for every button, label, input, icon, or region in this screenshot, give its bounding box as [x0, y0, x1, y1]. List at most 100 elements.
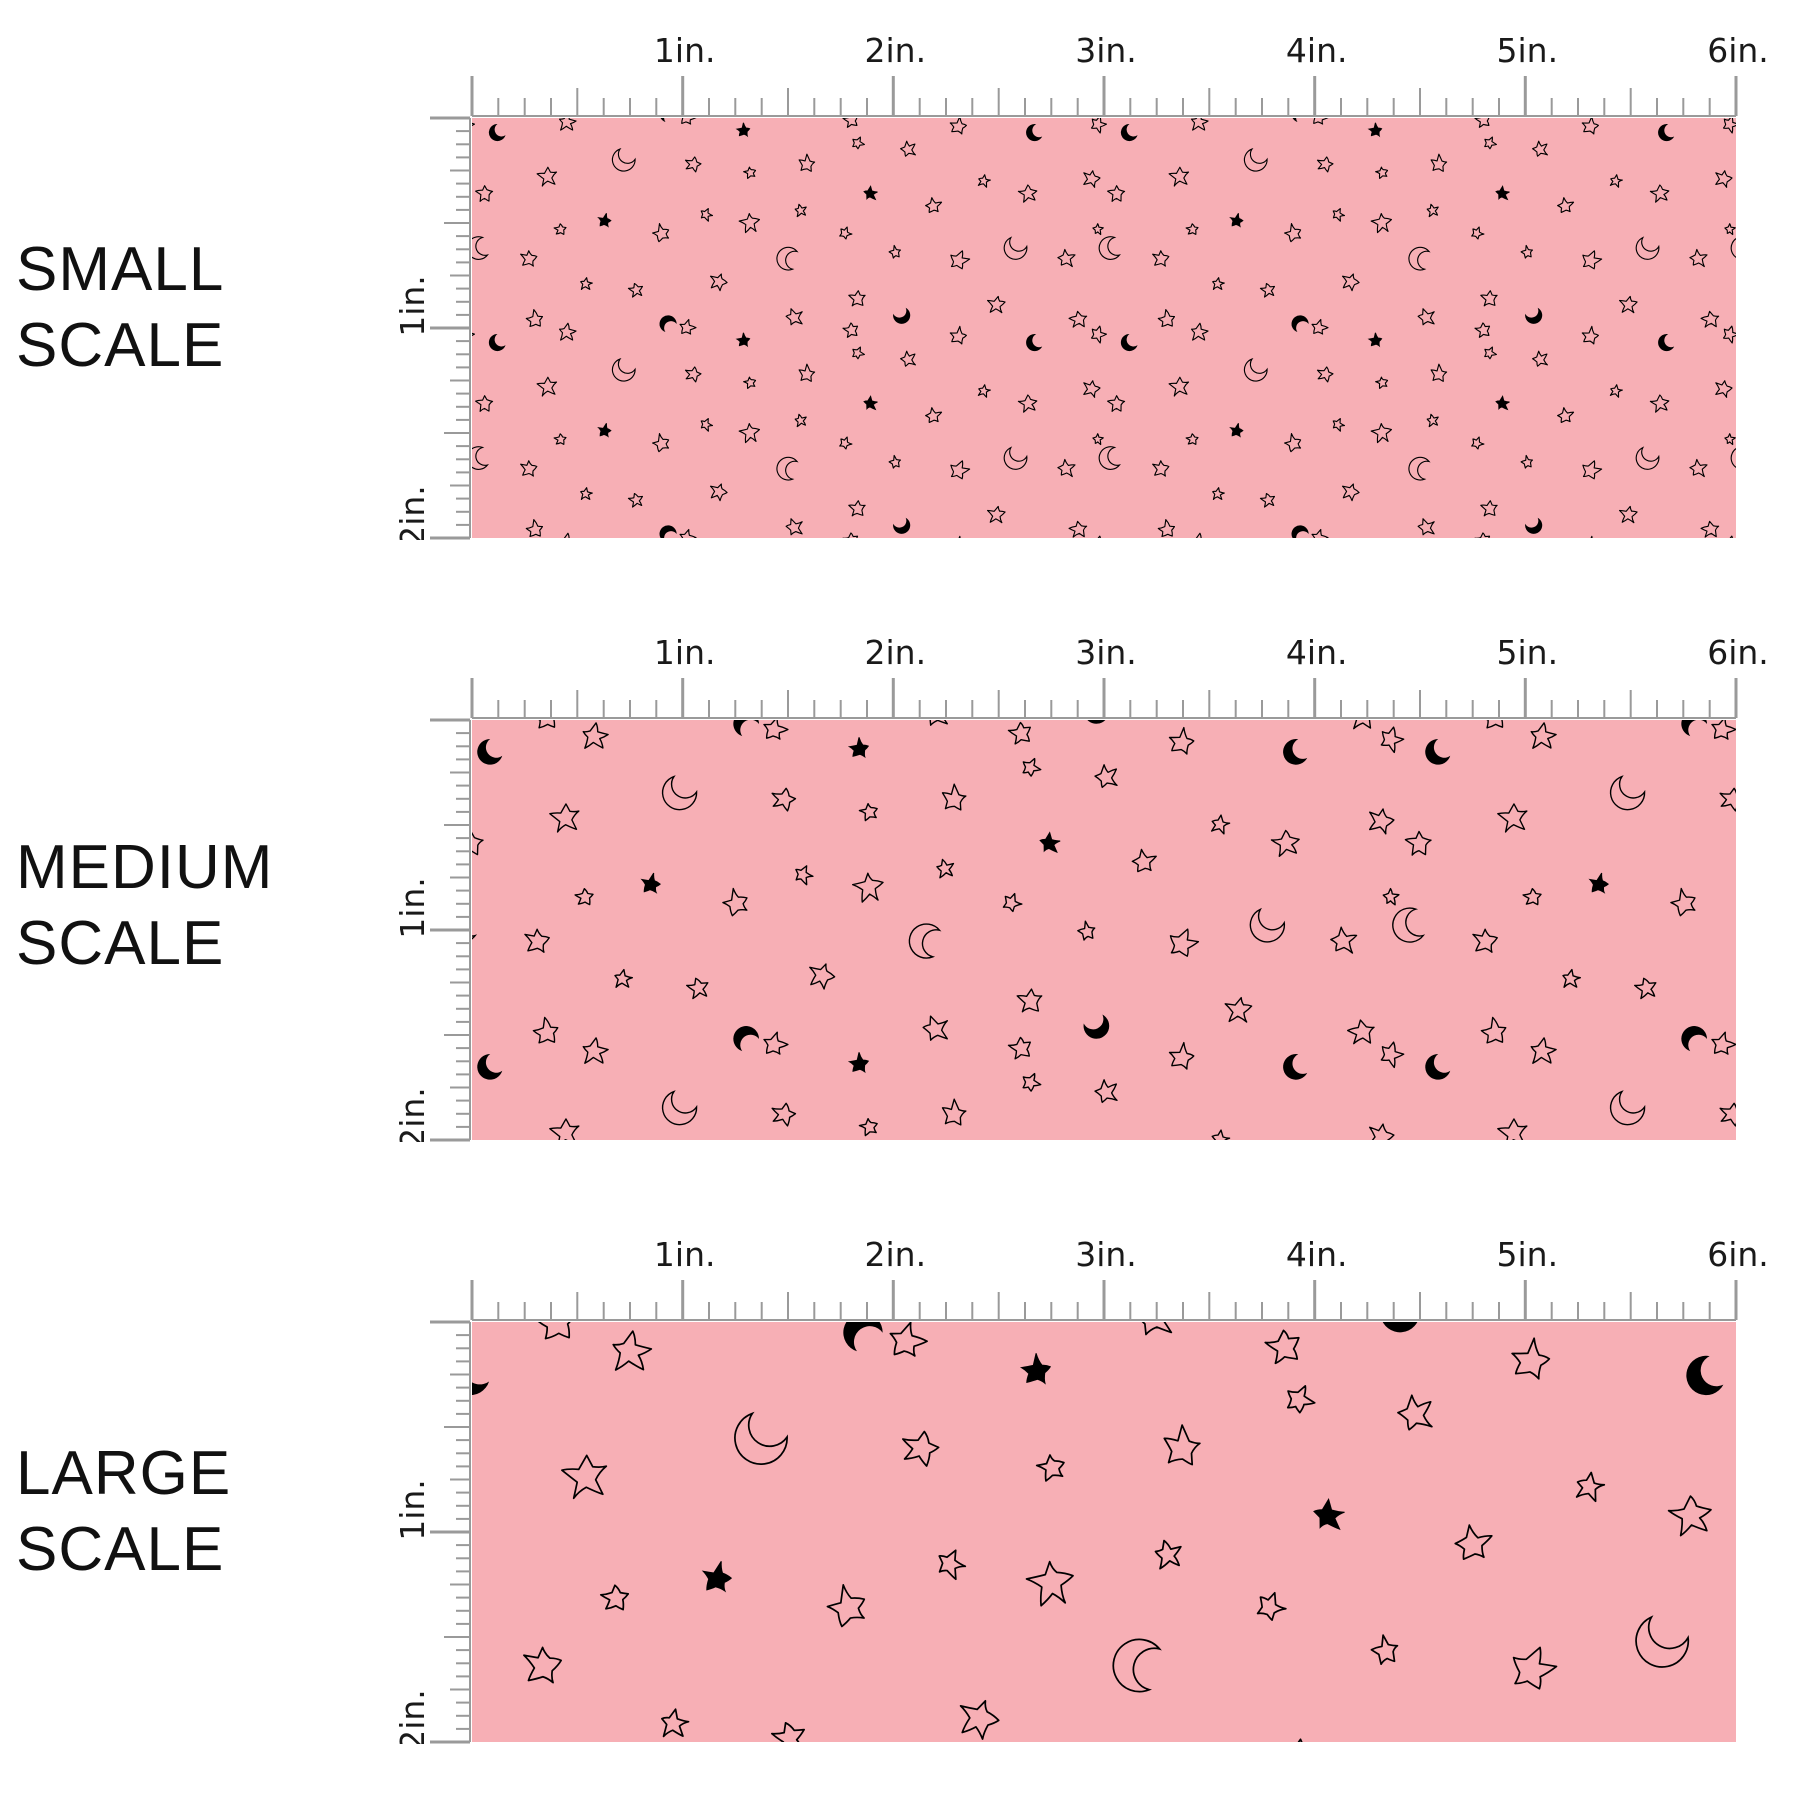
- fabric-background: [472, 720, 1736, 1140]
- outline-star-icon: [580, 67, 593, 80]
- outline-star-icon: [1168, 376, 1190, 397]
- top-ruler-label: 3in.: [1075, 633, 1137, 672]
- outline-moon-icon: [1112, 1638, 1162, 1693]
- outline-moon-icon: [1635, 1615, 1690, 1668]
- outline-star-icon: [1346, 1019, 1375, 1045]
- outline-star-icon: [771, 787, 797, 812]
- solid-star-icon: [1229, 213, 1244, 228]
- outline-star-icon: [1471, 226, 1485, 240]
- outline-star-icon: [614, 654, 633, 674]
- solid-moon-icon: [1658, 334, 1675, 352]
- outline-star-icon: [1330, 926, 1358, 954]
- outline-moon-icon: [611, 357, 636, 382]
- outline-star-icon: [1670, 887, 1696, 917]
- outline-moon-icon: [1730, 236, 1736, 260]
- outline-star-icon: [1581, 325, 1599, 345]
- solid-star-icon: [735, 120, 751, 138]
- outline-moon-icon: [1404, 33, 1435, 64]
- outline-star-icon: [763, 1031, 789, 1055]
- left-ruler: 1in. 2in.: [393, 116, 471, 540]
- outline-star-icon: [785, 518, 803, 536]
- outline-moon-icon: [661, 775, 698, 811]
- outline-star-icon: [1025, 1560, 1074, 1607]
- outline-star-icon: [1618, 295, 1638, 314]
- scale-label-line2: SCALE: [16, 311, 225, 380]
- outline-star-icon: [1168, 166, 1190, 187]
- solid-moon-icon: [477, 1054, 503, 1080]
- outline-star-icon: [472, 831, 484, 856]
- scale-label-small: SMALL SCALE: [16, 232, 224, 384]
- outline-star-icon: [1715, 380, 1733, 398]
- outline-moon-icon: [908, 923, 942, 959]
- solid-moon-icon: [1380, 1322, 1420, 1333]
- top-ruler-label: 1in.: [654, 1235, 716, 1274]
- outline-star-icon: [1022, 757, 1042, 777]
- outline-star-icon: [977, 174, 991, 188]
- solid-star-icon: [863, 395, 878, 411]
- solid-star-icon: [1588, 872, 1609, 894]
- outline-star-icon: [526, 99, 544, 117]
- outline-star-icon: [1719, 787, 1736, 812]
- outline-star-icon: [1609, 384, 1623, 398]
- outline-moon-icon: [1392, 907, 1426, 943]
- outline-star-icon: [839, 436, 853, 450]
- outline-star-icon: [536, 1322, 576, 1340]
- outline-star-icon: [628, 72, 644, 87]
- outline-star-icon: [1575, 1471, 1606, 1503]
- outline-star-icon: [1152, 40, 1170, 56]
- outline-star-icon: [1758, 1642, 1800, 1686]
- outline-star-icon: [941, 783, 967, 811]
- top-ruler-label: 1in.: [654, 31, 716, 70]
- outline-star-icon: [1580, 38, 1603, 60]
- outline-star-icon: [1715, 170, 1733, 188]
- outline-star-icon: [627, 492, 644, 508]
- top-ruler-label: 4in.: [1286, 1235, 1348, 1274]
- outline-star-icon: [1332, 418, 1346, 432]
- left-ruler-label: 2in.: [393, 1689, 432, 1744]
- outline-star-icon: [553, 433, 567, 445]
- outline-star-icon: [549, 1118, 580, 1140]
- outline-star-icon: [922, 1015, 948, 1041]
- outline-star-icon: [1530, 1037, 1557, 1064]
- outline-moon-icon: [772, 33, 803, 64]
- outline-star-icon: [1185, 433, 1199, 445]
- outline-star-icon: [842, 322, 859, 338]
- outline-star-icon: [1497, 803, 1528, 833]
- outline-star-icon: [1316, 366, 1334, 383]
- outline-star-icon: [1430, 153, 1448, 172]
- outline-star-icon: [1212, 277, 1225, 291]
- outline-star-icon: [1711, 720, 1736, 740]
- outline-star-icon: [1474, 118, 1491, 128]
- outline-star-icon: [1562, 968, 1582, 988]
- outline-star-icon: [1382, 887, 1400, 906]
- top-ruler: 1in. 2in. 3in. 4in. 5in. 6in.: [470, 633, 1769, 719]
- outline-star-icon: [1370, 422, 1393, 444]
- outline-star-icon: [1311, 528, 1329, 538]
- outline-star-icon: [1484, 136, 1497, 150]
- outline-star-icon: [1368, 808, 1395, 835]
- left-ruler-label: 2in.: [393, 1087, 432, 1142]
- outline-star-icon: [1212, 487, 1225, 501]
- outline-star-icon: [1017, 674, 1042, 697]
- outline-star-icon: [1722, 325, 1736, 344]
- outline-star-icon: [417, 806, 448, 835]
- outline-moon-icon: [1249, 907, 1286, 943]
- solid-star-icon: [1313, 1498, 1345, 1531]
- left-ruler-label: 1in.: [393, 877, 432, 939]
- outline-star-icon: [986, 295, 1006, 314]
- outline-moon-icon: [611, 147, 636, 172]
- outline-star-icon: [652, 223, 670, 243]
- outline-star-icon: [1154, 1539, 1182, 1570]
- left-ruler: 1in. 2in.: [393, 718, 471, 1142]
- solid-moon-icon: [1525, 517, 1543, 534]
- outline-star-icon: [1497, 1118, 1528, 1140]
- outline-star-icon: [1007, 721, 1031, 745]
- outline-star-icon: [1582, 460, 1603, 480]
- solid-moon-icon: [488, 333, 506, 352]
- outline-star-icon: [1426, 203, 1439, 218]
- solid-star-icon: [847, 735, 870, 759]
- outline-star-icon: [795, 865, 814, 886]
- solid-star-icon: [847, 1050, 870, 1074]
- outline-star-icon: [925, 197, 943, 214]
- outline-star-icon: [679, 118, 697, 125]
